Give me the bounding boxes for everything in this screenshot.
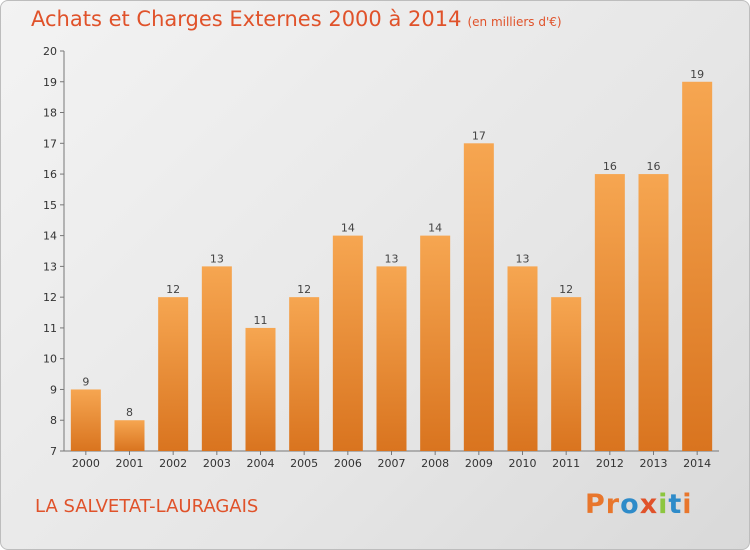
logo-letter: P bbox=[585, 489, 606, 520]
value-label-2000: 9 bbox=[82, 375, 89, 388]
x-tick-label-2010: 2010 bbox=[509, 457, 537, 470]
x-tick-label-2005: 2005 bbox=[290, 457, 318, 470]
logo-letter: r bbox=[605, 489, 621, 520]
x-tick-label-2004: 2004 bbox=[247, 457, 275, 470]
chart-subtitle: (en milliers d'€) bbox=[467, 15, 562, 29]
value-label-2007: 13 bbox=[385, 252, 399, 265]
bar-2003 bbox=[201, 266, 232, 451]
y-tick-label: 16 bbox=[43, 168, 57, 181]
bar-2011 bbox=[551, 297, 582, 451]
value-label-2004: 11 bbox=[254, 314, 268, 327]
y-tick-label: 10 bbox=[43, 353, 57, 366]
bar-2002 bbox=[158, 297, 189, 451]
x-tick-label-2006: 2006 bbox=[334, 457, 362, 470]
logo-letter: x bbox=[639, 489, 659, 520]
logo-letter: o bbox=[620, 489, 640, 520]
value-label-2006: 14 bbox=[341, 222, 355, 235]
value-label-2011: 12 bbox=[559, 283, 573, 296]
value-label-2010: 13 bbox=[516, 252, 530, 265]
value-label-2012: 16 bbox=[603, 160, 617, 173]
bar-2014 bbox=[682, 81, 713, 452]
labels: 9 2000 8 2001 12 2002 13 2003 11 2004 12 2005 14 2006… bbox=[72, 68, 711, 470]
x-tick-label-2012: 2012 bbox=[596, 457, 624, 470]
y-tick-label: 14 bbox=[43, 230, 57, 243]
value-label-2005: 12 bbox=[297, 283, 311, 296]
y-tick-label: 15 bbox=[43, 199, 57, 212]
y-tick-label: 11 bbox=[43, 322, 57, 335]
chart-title-text: Achats et Charges Externes 2000 à 2014 bbox=[31, 7, 462, 31]
y-tick-label: 18 bbox=[43, 107, 57, 120]
x-tick-label-2007: 2007 bbox=[378, 457, 406, 470]
bar-2008 bbox=[420, 235, 451, 451]
logo-letter: i bbox=[658, 489, 669, 520]
y-tick-label: 13 bbox=[43, 260, 57, 273]
x-tick-label-2008: 2008 bbox=[421, 457, 449, 470]
value-label-2001: 8 bbox=[126, 406, 133, 419]
bar-2009 bbox=[463, 143, 494, 452]
x-tick-label-2011: 2011 bbox=[552, 457, 580, 470]
y-tick-label: 20 bbox=[43, 45, 57, 58]
bar-2001 bbox=[114, 420, 145, 451]
value-label-2013: 16 bbox=[647, 160, 661, 173]
bars bbox=[70, 81, 713, 452]
x-tick-label-2009: 2009 bbox=[465, 457, 493, 470]
value-label-2009: 17 bbox=[472, 129, 486, 142]
bar-2012 bbox=[594, 174, 625, 452]
logo-letter: i bbox=[682, 489, 693, 520]
bar-2006 bbox=[332, 235, 363, 451]
bar-2010 bbox=[507, 266, 538, 451]
x-tick-label-2000: 2000 bbox=[72, 457, 100, 470]
value-label-2003: 13 bbox=[210, 252, 224, 265]
y-tick-label: 9 bbox=[50, 383, 57, 396]
y-tick-label: 7 bbox=[50, 445, 57, 458]
x-tick-label-2013: 2013 bbox=[640, 457, 668, 470]
proxiti-logo[interactable]: Proxiti bbox=[585, 489, 693, 520]
value-label-2014: 19 bbox=[690, 68, 704, 81]
value-label-2002: 12 bbox=[166, 283, 180, 296]
place-name: LA SALVETAT-LAURAGAIS bbox=[35, 496, 259, 517]
chart-title: Achats et Charges Externes 2000 à 2014 (e… bbox=[31, 7, 562, 31]
x-tick-label-2001: 2001 bbox=[116, 457, 144, 470]
bar-2013 bbox=[638, 174, 669, 452]
bar-2005 bbox=[289, 297, 320, 451]
y-tick-label: 12 bbox=[43, 291, 57, 304]
x-tick-label-2014: 2014 bbox=[683, 457, 711, 470]
x-tick-label-2003: 2003 bbox=[203, 457, 231, 470]
bar-2007 bbox=[376, 266, 407, 451]
y-tick-label: 17 bbox=[43, 137, 57, 150]
logo-letter: t bbox=[668, 489, 683, 520]
y-tick-label: 8 bbox=[50, 414, 57, 427]
x-tick-label-2002: 2002 bbox=[159, 457, 187, 470]
y-tick-label: 19 bbox=[43, 76, 57, 89]
value-label-2008: 14 bbox=[428, 222, 442, 235]
bar-2004 bbox=[245, 327, 276, 451]
bar-2000 bbox=[70, 389, 101, 451]
